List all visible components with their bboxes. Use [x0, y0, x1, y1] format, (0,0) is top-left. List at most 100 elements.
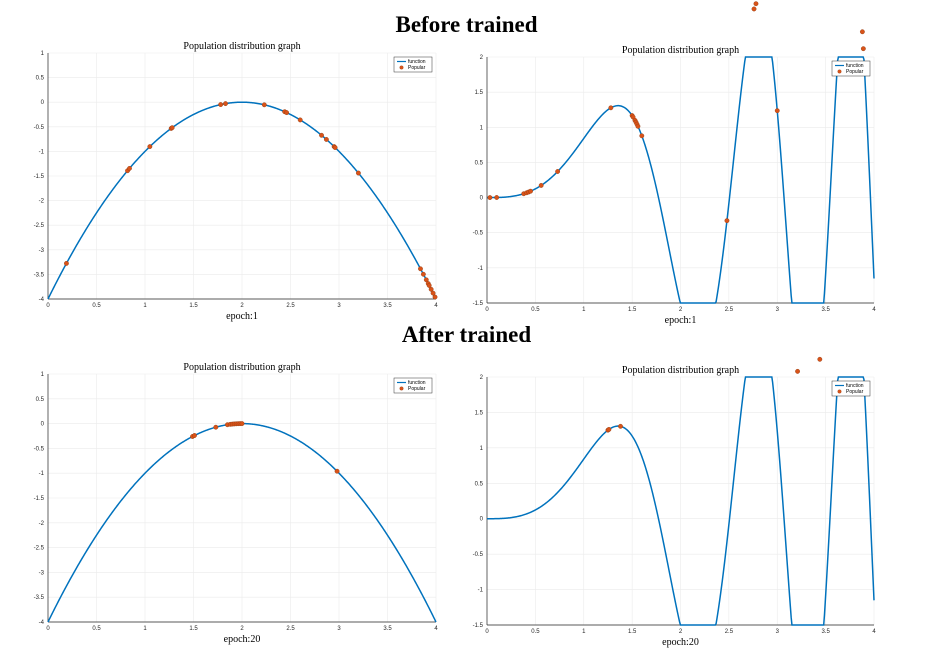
y-tick-label: 0.5 [36, 76, 45, 82]
popular-marker [774, 108, 780, 114]
x-tick-label: 1.5 [628, 307, 637, 313]
y-tick-label: -1 [478, 588, 484, 594]
popular-marker [555, 169, 561, 174]
y-tick-label: -2.5 [34, 223, 45, 229]
popular-marker [608, 105, 614, 111]
y-tick-label: 0 [41, 100, 45, 106]
y-tick-label: 0 [41, 422, 45, 428]
popular-marker [319, 132, 324, 138]
popular-marker [297, 117, 303, 123]
function-curve [47, 101, 437, 300]
x-tick-label: 1 [582, 629, 586, 635]
popular-marker [423, 277, 429, 283]
y-tick-label: -1 [39, 471, 45, 477]
x-tick-label: 0.5 [92, 303, 101, 309]
y-tick-label: 0.5 [475, 481, 484, 487]
y-tick-label: -0.5 [34, 446, 45, 452]
legend-label-function: function [408, 59, 426, 65]
legend-label-function: function [846, 383, 864, 389]
function-curve [487, 376, 875, 626]
popular-marker [213, 424, 219, 430]
x-tick-label: 2 [240, 303, 244, 309]
popular-marker [859, 29, 865, 35]
chart-title: Population distribution graph [183, 41, 300, 52]
popular-marker [218, 102, 224, 107]
legend-label-popular: Popular [408, 65, 426, 71]
y-tick-label: 1.5 [475, 90, 484, 96]
x-axis-label: epoch:1 [226, 311, 258, 322]
popular-marker [239, 421, 245, 426]
popular-marker [528, 188, 533, 194]
x-axis-label: epoch:20 [224, 634, 261, 645]
popular-marker [432, 294, 438, 300]
popular-marker [860, 46, 866, 52]
legend-label-popular: Popular [408, 386, 426, 392]
x-tick-label: 0 [46, 626, 50, 632]
y-tick-label: -3.5 [34, 272, 45, 278]
y-tick-label: -2 [39, 199, 45, 205]
y-tick-label: -0.5 [34, 125, 45, 131]
y-tick-label: -1.5 [34, 174, 45, 180]
chart-title: Population distribution graph [622, 365, 739, 376]
x-tick-label: 2 [240, 626, 244, 632]
popular-marker [751, 6, 757, 12]
popular-marker [418, 266, 423, 272]
x-tick-label: 0.5 [531, 307, 540, 313]
popular-marker [538, 183, 544, 188]
plot-area: 0 0.5 1 1.5 2 2.5 3 3.5 4 -4 -3.5 -3 -2.5 -2 -1.5 -1 -0.… [34, 41, 439, 322]
after-trained-heading: After trained [401, 322, 532, 347]
x-tick-label: 1.5 [628, 629, 637, 635]
x-tick-label: 0 [46, 303, 50, 309]
popular-marker [334, 468, 340, 474]
popular-marker [635, 123, 641, 129]
y-tick-label: -3.5 [34, 595, 45, 601]
x-tick-label: 3 [337, 303, 341, 309]
popular-marker [724, 218, 730, 224]
x-tick-label: 3 [337, 626, 341, 632]
y-tick-label: -1 [478, 266, 484, 272]
y-tick-label: 1.5 [475, 410, 484, 416]
x-axis-label: epoch:20 [662, 637, 699, 648]
x-tick-label: 2.5 [286, 626, 295, 632]
y-tick-label: -2.5 [34, 546, 45, 552]
legend-marker-swatch [399, 386, 404, 391]
popular-marker [420, 271, 426, 277]
x-tick-label: 3.5 [383, 303, 392, 309]
y-tick-label: 0 [480, 196, 484, 202]
popular-marker [430, 290, 436, 296]
popular-marker [355, 170, 361, 176]
popular-marker [487, 195, 493, 200]
y-tick-label: -2 [39, 521, 45, 527]
x-tick-label: 2.5 [725, 307, 734, 313]
popular-marker [426, 283, 432, 288]
x-tick-label: 3 [776, 629, 780, 635]
x-tick-label: 0.5 [531, 629, 540, 635]
popular-marker [127, 166, 132, 171]
y-tick-label: 1 [41, 51, 45, 57]
y-tick-label: 2 [480, 55, 484, 61]
y-tick-label: 1 [480, 125, 484, 131]
x-tick-label: 1 [143, 303, 147, 309]
x-tick-label: 4 [872, 629, 876, 635]
legend-marker-swatch [837, 389, 842, 394]
y-tick-label: 1 [480, 446, 484, 452]
x-tick-label: 4 [434, 626, 438, 632]
x-tick-label: 3 [776, 307, 780, 313]
x-tick-label: 4 [872, 307, 876, 313]
x-tick-label: 4 [434, 303, 438, 309]
popular-marker [639, 133, 645, 139]
legend-box [393, 56, 433, 73]
x-tick-label: 2.5 [286, 303, 295, 309]
before-trained-heading: Before trained [395, 12, 538, 37]
legend-marker-swatch [837, 69, 842, 74]
popular-marker [817, 356, 823, 362]
x-tick-label: 2.5 [725, 629, 734, 635]
popular-marker [223, 101, 228, 107]
y-tick-label: 0 [480, 517, 484, 523]
y-tick-label: -3 [39, 570, 45, 576]
legend-box [393, 377, 433, 394]
legend-label-function: function [408, 380, 426, 386]
popular-marker [192, 433, 197, 438]
chart-before-left: 0 0.5 1 1.5 2 2.5 3 3.5 4 -4 -3.5 -3 -2.5 -2 -1.5 -1 -0.… [34, 41, 439, 322]
